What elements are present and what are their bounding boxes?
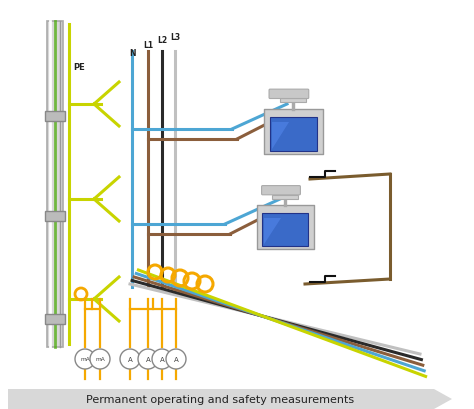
Text: A: A xyxy=(146,356,150,362)
Bar xyxy=(280,99,306,103)
Bar xyxy=(272,195,298,199)
Text: A: A xyxy=(128,356,132,362)
Bar xyxy=(45,112,65,122)
Text: L2: L2 xyxy=(157,36,167,45)
Text: Permanent operating and safety measurements: Permanent operating and safety measureme… xyxy=(86,394,354,404)
Bar xyxy=(257,205,314,249)
Polygon shape xyxy=(272,123,289,150)
Bar xyxy=(45,314,65,324)
Circle shape xyxy=(90,349,110,369)
Polygon shape xyxy=(264,218,281,245)
FancyArrow shape xyxy=(8,389,452,409)
Text: N: N xyxy=(129,49,135,58)
Text: A: A xyxy=(160,356,164,362)
Bar xyxy=(262,213,308,246)
Text: mA: mA xyxy=(95,357,105,362)
Circle shape xyxy=(120,349,140,369)
Text: mA: mA xyxy=(80,357,90,362)
Text: L3: L3 xyxy=(170,33,180,42)
Bar xyxy=(264,110,323,155)
Text: L1: L1 xyxy=(143,41,153,50)
Circle shape xyxy=(166,349,186,369)
Circle shape xyxy=(75,349,95,369)
FancyBboxPatch shape xyxy=(269,90,309,99)
FancyBboxPatch shape xyxy=(262,186,301,196)
Circle shape xyxy=(138,349,158,369)
Text: PE: PE xyxy=(73,63,85,72)
Bar xyxy=(270,117,317,151)
Bar xyxy=(47,22,63,347)
Circle shape xyxy=(152,349,172,369)
Bar xyxy=(45,211,65,221)
Text: A: A xyxy=(173,356,178,362)
